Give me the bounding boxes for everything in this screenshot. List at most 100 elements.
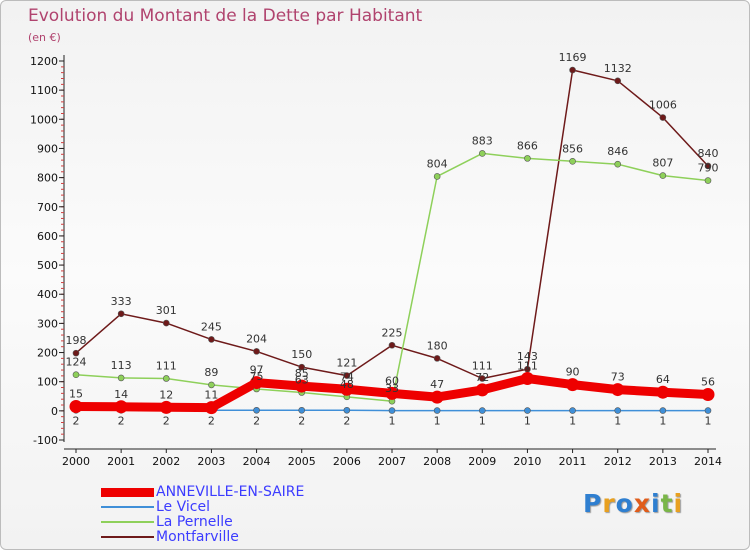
data-label-anneville-en-saire: 74 <box>340 370 354 383</box>
data-label-montfarville: 333 <box>111 295 132 308</box>
data-label-le-vicel: 1 <box>569 415 576 428</box>
y-tick-label: 1200 <box>30 55 58 68</box>
y-tick-label: 800 <box>37 172 58 185</box>
data-label-la-pernelle: 846 <box>607 145 628 158</box>
data-point-le-vicel <box>298 406 306 414</box>
data-label-anneville-en-saire: 72 <box>475 371 489 384</box>
y-tick-label: 0 <box>51 405 58 418</box>
data-point-le-vicel <box>433 407 441 414</box>
data-label-montfarville: 204 <box>246 332 267 345</box>
y-tick-label: 100 <box>37 376 58 389</box>
data-point-montfarville <box>162 319 170 327</box>
data-point-anneville-en-saire <box>250 376 264 390</box>
legend-label-le-vicel: Le Vicel <box>156 499 210 515</box>
logo-letter: P <box>583 489 603 518</box>
data-point-anneville-en-saire <box>611 383 625 397</box>
data-point-le-vicel <box>524 407 531 414</box>
x-tick-label: 2009 <box>468 455 496 468</box>
data-label-la-pernelle: 883 <box>472 134 493 147</box>
data-label-la-pernelle: 866 <box>517 139 538 152</box>
data-point-montfarville <box>72 349 80 357</box>
y-tick-label: 200 <box>37 347 58 360</box>
data-label-le-vicel: 2 <box>118 414 125 427</box>
data-label-anneville-en-saire: 14 <box>114 388 128 401</box>
data-point-le-vicel <box>253 406 260 414</box>
data-label-la-pernelle: 75 <box>250 370 264 383</box>
axes: -100010020030040050060070080090010001100… <box>30 55 722 468</box>
data-label-montfarville: 245 <box>201 320 222 333</box>
y-tick-label: 300 <box>37 317 58 330</box>
data-point-montfarville <box>704 162 712 170</box>
data-point-la-pernelle <box>208 381 215 389</box>
data-point-anneville-en-saire <box>159 400 173 414</box>
data-point-la-pernelle <box>433 173 441 180</box>
legend-label-anneville: ANNEVILLE-EN-SAIRE <box>156 484 305 500</box>
data-label-la-pernelle: 111 <box>156 359 177 372</box>
data-point-montfarville <box>253 348 260 355</box>
data-label-la-pernelle: 807 <box>652 157 673 170</box>
data-point-anneville-en-saire <box>475 383 489 397</box>
data-label-la-pernelle: 48 <box>340 378 354 391</box>
x-tick-label: 2011 <box>559 455 587 468</box>
x-tick-label: 2010 <box>513 455 541 468</box>
data-point-le-vicel <box>704 407 712 414</box>
y-tick-label: 400 <box>37 288 58 301</box>
data-point-le-vicel <box>388 407 396 414</box>
data-point-anneville-en-saire <box>566 378 580 392</box>
x-tick-label: 2001 <box>107 455 135 468</box>
data-point-le-vicel <box>478 407 486 414</box>
y-tick-label: 1000 <box>30 113 58 126</box>
data-point-la-pernelle <box>117 374 125 382</box>
y-tick-label: 500 <box>37 259 58 272</box>
data-point-la-pernelle <box>524 155 531 162</box>
data-label-anneville-en-saire: 111 <box>517 359 538 372</box>
data-label-montfarville: 301 <box>156 304 177 317</box>
data-label-montfarville: 180 <box>427 339 448 352</box>
x-tick-label: 2008 <box>423 455 451 468</box>
data-label-la-pernelle: 89 <box>204 366 218 379</box>
data-label-montfarville: 143 <box>517 350 538 363</box>
data-point-la-pernelle <box>704 177 712 184</box>
data-label-la-pernelle: 856 <box>562 142 583 155</box>
data-point-la-pernelle <box>569 157 576 165</box>
x-tick-label: 2014 <box>694 455 722 468</box>
x-tick-label: 2007 <box>378 455 406 468</box>
data-label-anneville-en-saire: 60 <box>385 374 399 387</box>
y-tick-label: 600 <box>37 230 58 243</box>
x-tick-label: 2005 <box>288 455 316 468</box>
data-point-le-vicel <box>614 407 622 414</box>
data-point-montfarville <box>343 372 351 379</box>
data-point-la-pernelle <box>659 172 667 179</box>
x-tick-label: 2004 <box>243 455 271 468</box>
data-point-anneville-en-saire <box>114 400 128 414</box>
x-tick-label: 2012 <box>604 455 632 468</box>
data-label-le-vicel: 1 <box>524 415 531 428</box>
data-label-le-vicel: 2 <box>73 414 80 427</box>
data-label-la-pernelle: 804 <box>427 157 448 170</box>
data-label-anneville-en-saire: 64 <box>656 373 670 386</box>
data-label-montfarville: 198 <box>66 334 87 347</box>
data-label-montfarville: 111 <box>472 359 493 372</box>
data-point-anneville-en-saire <box>701 388 715 402</box>
data-label-montfarville: 1132 <box>604 62 632 75</box>
data-point-le-vicel <box>659 407 667 414</box>
data-point-anneville-en-saire <box>520 371 534 385</box>
data-point-anneville-en-saire <box>385 386 399 400</box>
data-point-montfarville <box>569 66 576 74</box>
data-point-la-pernelle <box>72 371 80 378</box>
legend-swatch-montfarville <box>101 536 154 538</box>
chart-title: Evolution du Montant de la Dette par Hab… <box>28 6 423 26</box>
data-point-montfarville <box>433 355 441 362</box>
data-label-la-pernelle: 33 <box>385 382 399 395</box>
data-point-le-vicel <box>569 407 576 414</box>
series-labels: 1983333012452041501212251801111431169113… <box>66 51 719 428</box>
data-point-montfarville <box>388 341 396 349</box>
data-label-anneville-en-saire: 97 <box>250 364 264 377</box>
data-point-montfarville <box>208 336 215 343</box>
proxiti-logo: Proxiti <box>583 489 683 518</box>
data-label-anneville-en-saire: 73 <box>611 371 625 384</box>
data-label-le-vicel: 1 <box>705 415 712 428</box>
data-label-le-vicel: 2 <box>343 414 350 427</box>
data-point-montfarville <box>117 310 125 318</box>
